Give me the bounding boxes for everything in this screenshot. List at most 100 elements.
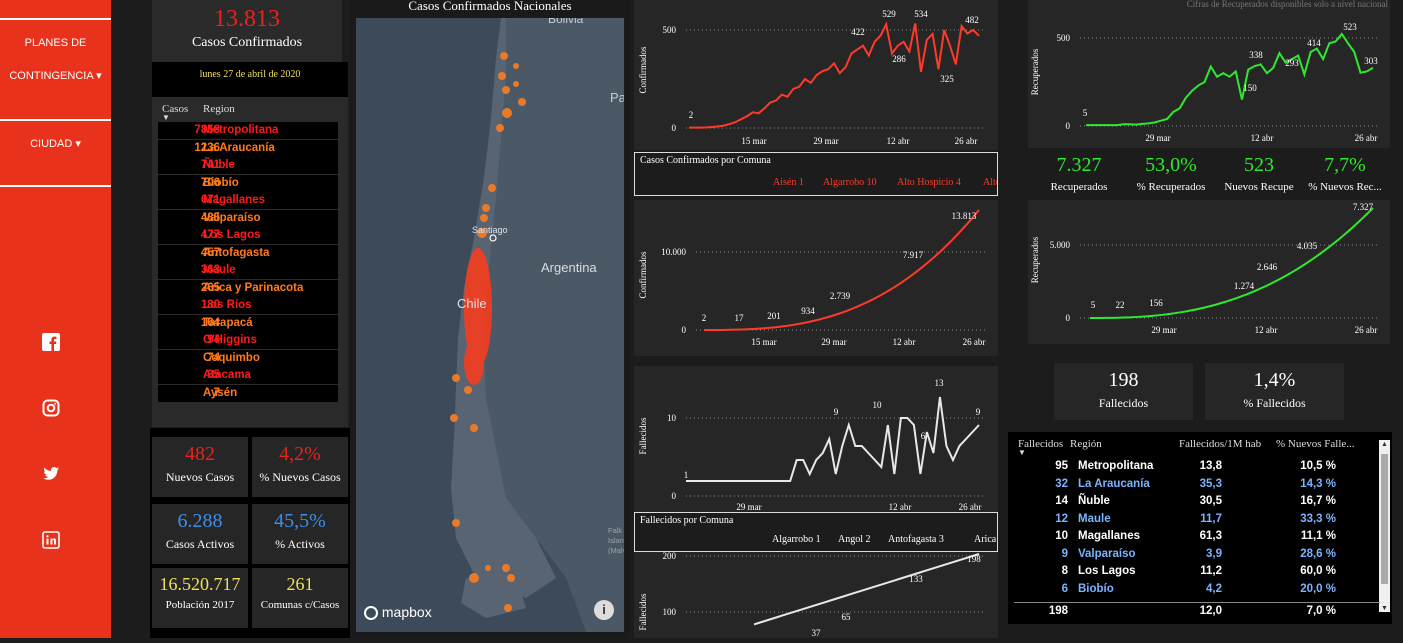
kpi-value: 7,7% xyxy=(1324,154,1366,176)
table-row[interactable]: 12 Maule 11,7 33,3 % xyxy=(1014,511,1380,528)
kpi-card: 45,5% % Activos xyxy=(252,504,348,564)
row-pct-new: 28,6 % xyxy=(1300,547,1336,560)
series-line xyxy=(689,21,980,129)
scroll-down-icon[interactable]: ▼ xyxy=(1381,604,1388,612)
table-row[interactable]: 180 Los Ríos xyxy=(158,297,338,314)
y-tick-label: 200 xyxy=(663,552,677,561)
data-label: 150 xyxy=(1243,83,1257,93)
y-tick-label: 0 xyxy=(672,123,677,133)
linkedin-icon[interactable] xyxy=(42,531,60,549)
map[interactable]: Bolivia Pa Argentina Chile Santiago Falk… xyxy=(356,18,624,632)
x-tick-label: 15 mar xyxy=(741,136,766,146)
table-row[interactable]: 8 Los Lagos 11,2 60,0 % xyxy=(1014,563,1380,580)
table-row[interactable]: 477 Los Lagos xyxy=(158,227,338,244)
slicer-item[interactable]: Algarrobo 10 xyxy=(823,177,877,188)
kpi-value: 53,0% xyxy=(1145,154,1197,176)
table-row[interactable]: 94 O'Higgins xyxy=(158,332,338,349)
mapbox-icon xyxy=(364,606,378,620)
twitter-icon[interactable] xyxy=(42,465,60,483)
table-row[interactable]: 164 Tarapacá xyxy=(158,314,338,332)
table-row[interactable]: 265 Arica y Parinacota xyxy=(158,279,338,297)
row-region: Maule xyxy=(1078,512,1111,525)
info-icon[interactable]: i xyxy=(594,600,614,620)
row-per-million: 61,3 xyxy=(1199,530,1222,542)
table-row[interactable]: 74 Coquimbo xyxy=(158,349,338,367)
table-row[interactable]: 7858 Metropolitana xyxy=(158,122,338,139)
column-header-casos[interactable]: Casos ▼ xyxy=(162,103,189,122)
slicer-item[interactable]: Alto Hospicio 4 xyxy=(897,177,961,188)
slicer-item[interactable]: Arica 3 xyxy=(974,534,997,545)
data-label: 156 xyxy=(1149,298,1163,308)
comuna-deaths-slicer[interactable]: Fallecidos por Comuna Algarrobo 1 Angol 2… xyxy=(634,512,998,552)
row-per-million: 11,2 xyxy=(1200,565,1222,577)
row-fallecidos: 32 xyxy=(1055,477,1068,490)
slicer-item[interactable]: Angol 2 xyxy=(838,534,871,545)
deaths-table: Fallecidos ▼ Región Fallecidos/1M hab % N… xyxy=(1008,432,1392,624)
table-row[interactable]: 9 Valparaíso 3,9 28,6 % xyxy=(1014,546,1380,563)
column-header-region[interactable]: Region xyxy=(203,103,235,115)
kpi-value: 482 xyxy=(185,443,215,465)
row-region: O'Higgins xyxy=(203,334,257,346)
x-tick-label: 26 abr xyxy=(1355,133,1378,143)
comuna-confirmed-slicer[interactable]: Casos Confirmados por Comuna Aisén 1 Alga… xyxy=(634,152,998,196)
kpi-value: 7.327 xyxy=(1056,154,1102,176)
column-header-per-million[interactable]: Fallecidos/1M hab xyxy=(1179,438,1262,450)
row-casos: 741 xyxy=(200,159,220,171)
scrollbar[interactable]: ▲ ▼ xyxy=(1379,440,1390,612)
x-tick-label: 29 mar xyxy=(736,502,761,512)
y-tick-label: 0 xyxy=(672,491,677,501)
table-row[interactable]: 32 La Araucanía 35,3 14,3 % xyxy=(1014,476,1380,493)
x-tick-label: 26 abr xyxy=(1355,325,1378,335)
instagram-icon[interactable] xyxy=(42,399,60,417)
column-header-region[interactable]: Región xyxy=(1070,438,1102,450)
table-row[interactable]: 363 Maule xyxy=(158,262,338,279)
data-label: 4.035 xyxy=(1297,241,1318,251)
column-header-fallecidos[interactable]: Fallecidos ▼ xyxy=(1018,438,1064,457)
table-row[interactable]: 741 Ñuble xyxy=(158,157,338,174)
data-label: 201 xyxy=(767,311,781,321)
column-header-pct-new[interactable]: % Nuevos Falle... xyxy=(1276,438,1355,450)
y-axis-title: Fallecidos xyxy=(638,593,648,630)
slicer-item[interactable]: Antofagasta 3 xyxy=(888,534,944,545)
cumulative-recovered-chart: Recuperados 5.000 0 29 mar 12 abr 26 abr 5 22 15… xyxy=(1028,200,1390,344)
scrollbar-thumb[interactable] xyxy=(1381,454,1388,584)
table-row[interactable]: 485 Valparaíso xyxy=(158,209,338,227)
table-row[interactable]: 1236 La Araucanía xyxy=(158,139,338,157)
cumulative-deaths-chart: Fallecidos 200 100 37 65 133 198 xyxy=(634,551,998,638)
facebook-icon[interactable] xyxy=(42,333,60,351)
kpi-value: 523 xyxy=(1244,154,1274,176)
map-label-bolivia: Bolivia xyxy=(548,18,584,26)
sidebar-item-ciudad[interactable]: CIUDAD ▾ xyxy=(0,137,111,151)
data-label: 2 xyxy=(702,313,707,323)
slicer-item[interactable]: Alto xyxy=(983,177,997,188)
slicer-item[interactable]: Algarrobo 1 xyxy=(772,534,821,545)
row-region: Metropolitana xyxy=(203,124,279,136)
row-per-million: 13,8 xyxy=(1199,460,1222,472)
table-row[interactable]: 14 Ñuble 30,5 16,7 % xyxy=(1014,493,1380,510)
table-row[interactable]: 706 Biobío xyxy=(158,174,338,192)
table-row[interactable]: 35 Atacama xyxy=(158,367,338,384)
sidebar-item-planes-de-contingencia[interactable]: PLANES DE CONTINGENCIA ▾ xyxy=(0,36,111,83)
x-tick-label: 29 mar xyxy=(813,136,838,146)
table-row[interactable]: 10 Magallanes 61,3 11,1 % xyxy=(1014,528,1380,545)
table-row[interactable]: 457 Antofagasta xyxy=(158,244,338,262)
row-fallecidos: 12 xyxy=(1055,512,1068,525)
slicer-item[interactable]: Aisén 1 xyxy=(773,177,804,188)
date-bar: lunes 27 de abril de 2020 xyxy=(152,62,348,97)
y-tick-label: 0 xyxy=(682,325,687,335)
kpi-label: Comunas c/Casos xyxy=(260,599,340,611)
table-row[interactable]: 671 Magallanes xyxy=(158,192,338,209)
row-casos: 7858 xyxy=(194,124,220,136)
kpi-value: 16.520.717 xyxy=(159,574,241,594)
x-tick-label: 29 mar xyxy=(1145,133,1170,143)
scroll-up-icon[interactable]: ▲ xyxy=(1381,440,1388,448)
row-casos: 7 xyxy=(213,386,220,399)
table-row[interactable]: 6 Biobío 4,2 20,0 % xyxy=(1014,581,1380,598)
data-label: 7.327 xyxy=(1353,202,1374,212)
table-row[interactable]: 95 Metropolitana 13,8 10,5 % xyxy=(1014,458,1380,475)
x-tick-label: 12 abr xyxy=(893,337,916,347)
data-label: 9 xyxy=(976,407,981,417)
row-region: Biobío xyxy=(1078,582,1114,595)
table-row[interactable]: 7 Aysén xyxy=(158,384,338,402)
recovered-note: Cifras de Recuperados disponibles solo a… xyxy=(1187,0,1389,9)
